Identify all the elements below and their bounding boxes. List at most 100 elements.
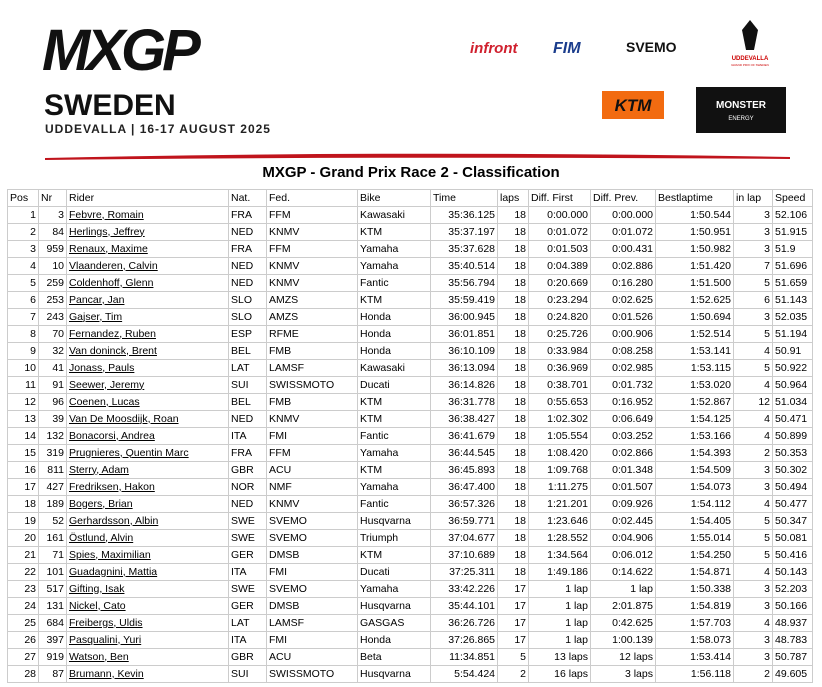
rider-link[interactable]: Gajser, Tim <box>66 308 229 326</box>
cell: 1:54.112 <box>655 495 734 513</box>
cell: SWE <box>228 580 267 598</box>
cell: 1:50.694 <box>655 308 734 326</box>
rider-link[interactable]: Febvre, Romain <box>66 206 229 224</box>
cell: Honda <box>357 325 431 343</box>
rider-link[interactable]: Coenen, Lucas <box>66 393 229 411</box>
cell: 397 <box>38 631 67 649</box>
cell: KTM <box>357 546 431 564</box>
rider-link[interactable]: Bogers, Brian <box>66 495 229 513</box>
rider-link[interactable]: Jonass, Pauls <box>66 359 229 377</box>
rider-link[interactable]: Pancar, Jan <box>66 291 229 309</box>
row: 24 131 Nickel, Cato GER DMSB Husqvarna 35:44.1… <box>7 597 813 615</box>
rider-link[interactable]: Herlings, Jeffrey <box>66 223 229 241</box>
cell: NED <box>228 410 267 428</box>
cell: KNMV <box>266 410 358 428</box>
cell: 3 laps <box>590 665 656 683</box>
rider-link[interactable]: Nickel, Cato <box>66 597 229 615</box>
cell: 0:08.258 <box>590 342 656 360</box>
cell: 0:20.669 <box>528 274 591 292</box>
cell: 50.166 <box>772 597 813 615</box>
cell: LAMSF <box>266 614 358 632</box>
cell: 18 <box>497 257 529 275</box>
cell: 243 <box>38 308 67 326</box>
cell: 2 <box>733 444 773 462</box>
cell: FRA <box>228 444 267 462</box>
cell: 5 <box>733 359 773 377</box>
cell: RFME <box>266 325 358 343</box>
row: 14 132 Bonacorsi, Andrea ITA FMI Fantic 36:41.… <box>7 427 813 445</box>
rider-link[interactable]: Bonacorsi, Andrea <box>66 427 229 445</box>
cell: 0:01.507 <box>590 478 656 496</box>
rider-link[interactable]: Prugnieres, Quentin Marc <box>66 444 229 462</box>
cell: GBR <box>228 461 267 479</box>
cell: 36:00.945 <box>430 308 498 326</box>
rider-link[interactable]: Van De Moosdijk, Roan <box>66 410 229 428</box>
cell: Yamaha <box>357 478 431 496</box>
cell: 17 <box>7 478 39 496</box>
cell: 36:14.826 <box>430 376 498 394</box>
row: 3 959 Renaux, Maxime FRA FFM Yamaha 35:37.628 1… <box>7 240 813 258</box>
rider-link[interactable]: Seewer, Jeremy <box>66 376 229 394</box>
cell: 1:09.768 <box>528 461 591 479</box>
cell: KTM <box>357 223 431 241</box>
rider-link[interactable]: Coldenhoff, Glenn <box>66 274 229 292</box>
cell: 96 <box>38 393 67 411</box>
cell: 17 <box>497 597 529 615</box>
rider-link[interactable]: Gifting, Isak <box>66 580 229 598</box>
cell: SVEMO <box>266 512 358 530</box>
column-header: Diff. Prev. <box>590 189 656 207</box>
cell: 1:49.186 <box>528 563 591 581</box>
rider-link[interactable]: Sterry, Adam <box>66 461 229 479</box>
sponsor: UDDEVALLA <box>732 56 769 62</box>
cell: GASGAS <box>357 614 431 632</box>
cell: 0:55.653 <box>528 393 591 411</box>
cell: 23 <box>7 580 39 598</box>
cell: 37:25.311 <box>430 563 498 581</box>
rider-link[interactable]: Fernandez, Ruben <box>66 325 229 343</box>
cell: 17 <box>497 614 529 632</box>
cell: 18 <box>497 308 529 326</box>
rider-link[interactable]: Freibergs, Uldis <box>66 614 229 632</box>
rider-link[interactable]: Guadagnini, Mattia <box>66 563 229 581</box>
cell: 1:50.982 <box>655 240 734 258</box>
cell: 18 <box>497 291 529 309</box>
cell: 1 lap <box>528 614 591 632</box>
cell: 6 <box>733 291 773 309</box>
cell: 0:01.526 <box>590 308 656 326</box>
rider-link[interactable]: Renaux, Maxime <box>66 240 229 258</box>
cell: 32 <box>38 342 67 360</box>
cell: 18 <box>497 546 529 564</box>
cell: 37:10.689 <box>430 546 498 564</box>
rider-link[interactable]: Gerhardsson, Albin <box>66 512 229 530</box>
cell: 131 <box>38 597 67 615</box>
cell: Fantic <box>357 274 431 292</box>
cell: 253 <box>38 291 67 309</box>
cell: 4 <box>733 427 773 445</box>
rider-link[interactable]: Van doninck, Brent <box>66 342 229 360</box>
rider-link[interactable]: Brumann, Kevin <box>66 665 229 683</box>
cell: KTM <box>357 461 431 479</box>
cell: 0:02.625 <box>590 291 656 309</box>
rider-link[interactable]: Watson, Ben <box>66 648 229 666</box>
cell: NED <box>228 274 267 292</box>
cell: 51.696 <box>772 257 813 275</box>
cell: 71 <box>38 546 67 564</box>
cell: 16 <box>7 461 39 479</box>
cell: FFM <box>266 206 358 224</box>
rider-link[interactable]: Spies, Maximilian <box>66 546 229 564</box>
cell: FMB <box>266 342 358 360</box>
cell: 259 <box>38 274 67 292</box>
cell: 18 <box>497 376 529 394</box>
rider-link[interactable]: Vlaanderen, Calvin <box>66 257 229 275</box>
row: 4 10 Vlaanderen, Calvin NED KNMV Yamaha 35:40.… <box>7 257 813 275</box>
cell: 36:59.771 <box>430 512 498 530</box>
rider-link[interactable]: Fredriksen, Hakon <box>66 478 229 496</box>
rider-link[interactable]: Pasqualini, Yuri <box>66 631 229 649</box>
cell: 7 <box>733 257 773 275</box>
cell: Ducati <box>357 563 431 581</box>
cell: 3 <box>733 461 773 479</box>
cell: 0:36.969 <box>528 359 591 377</box>
cell: 5:54.424 <box>430 665 498 683</box>
cell: 0:24.820 <box>528 308 591 326</box>
rider-link[interactable]: Östlund, Alvin <box>66 529 229 547</box>
